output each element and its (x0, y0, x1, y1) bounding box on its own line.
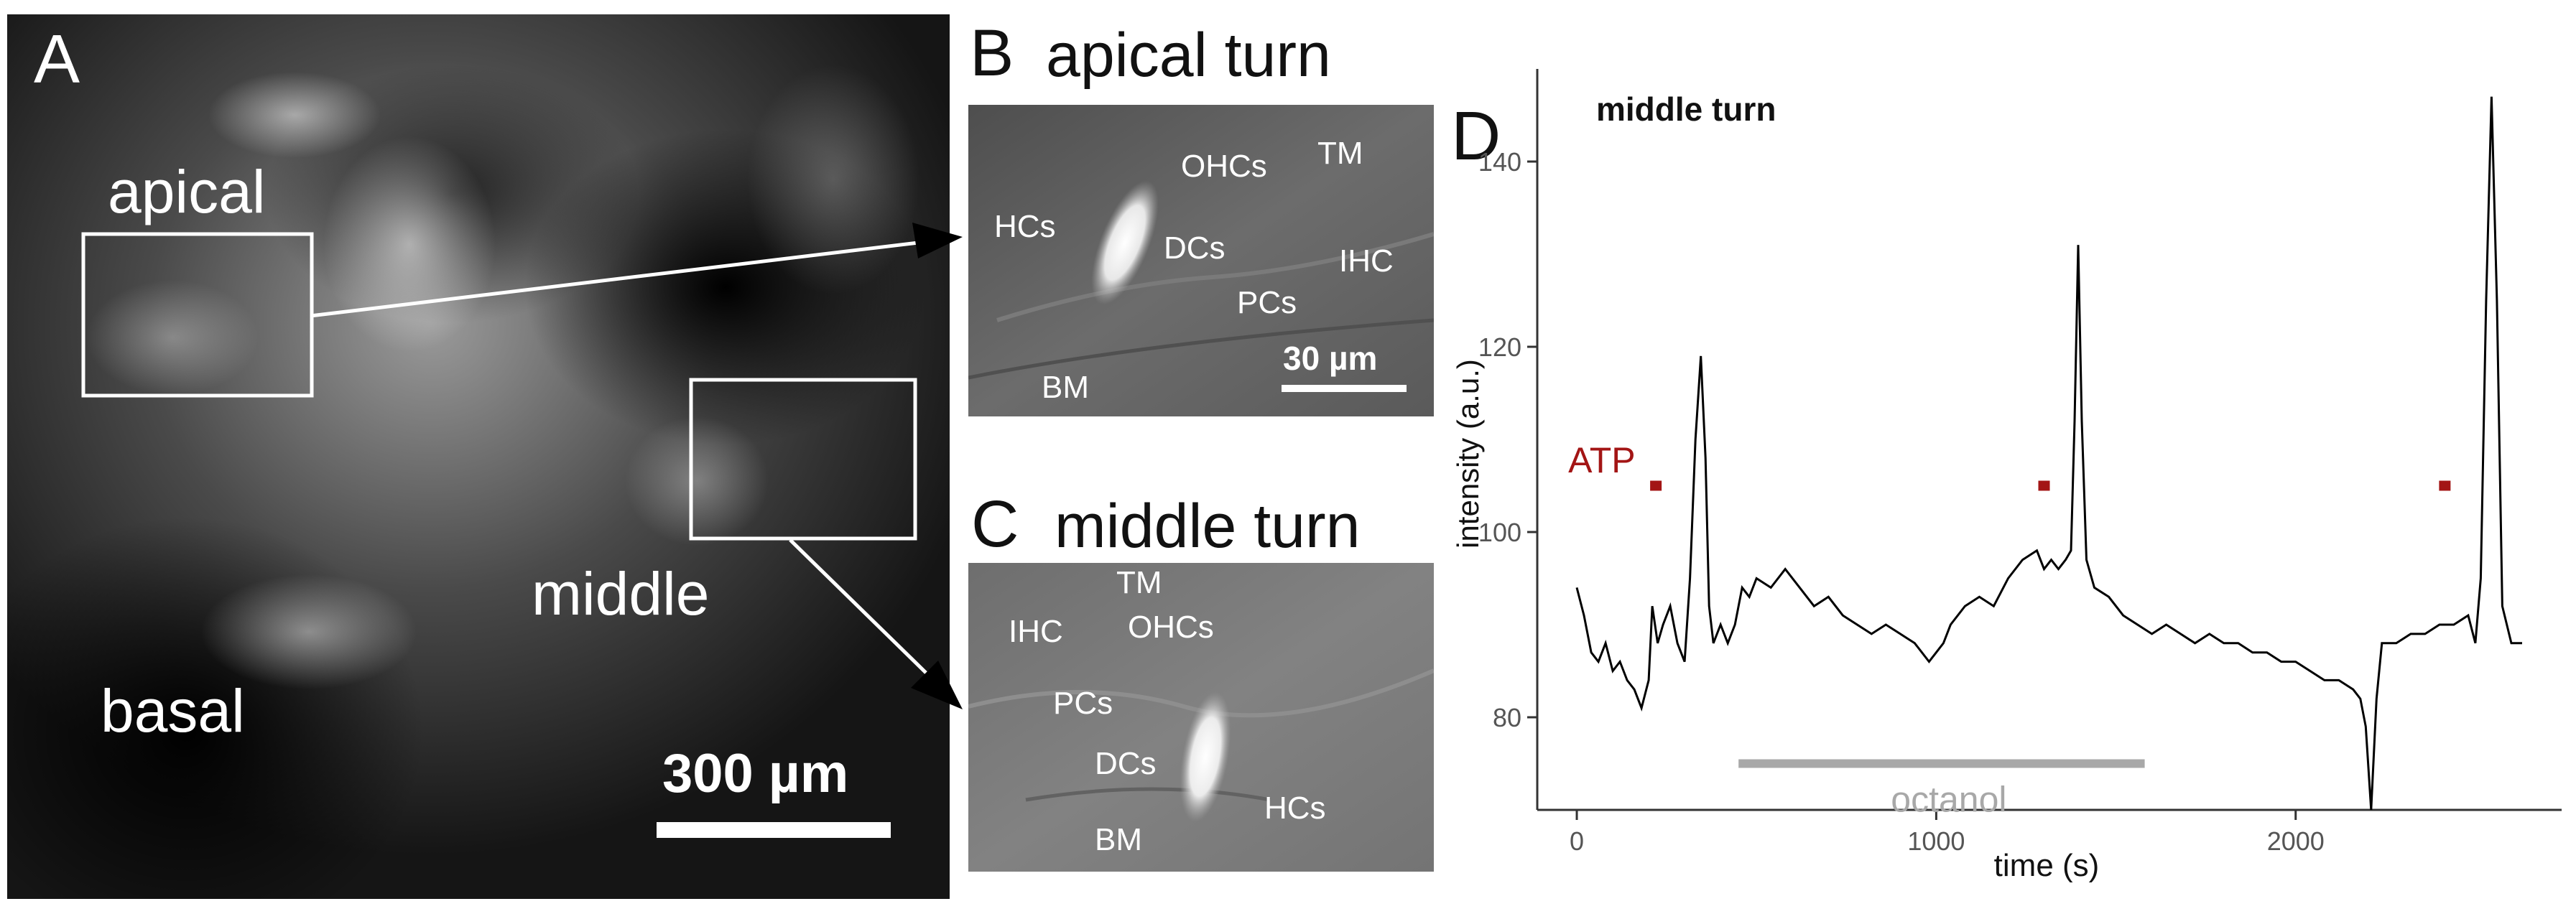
panel-c-letter: C (971, 488, 1019, 561)
y-tick-label: 140 (1478, 147, 1521, 177)
atp-group: ATP (1568, 440, 2451, 491)
panel-b-title: apical turn (1046, 21, 1331, 90)
scale-label-a: 300 µm (662, 743, 849, 804)
c-dcs-label: DCs (1095, 746, 1157, 781)
panel-c: TM IHC OHCs PCs DCs HCs BM (968, 563, 1434, 872)
b-bm-label: BM (1042, 370, 1089, 405)
panel-c-image (968, 563, 1434, 872)
y-ticks: 80 100 120 140 (1478, 147, 1537, 732)
c-bm-label: BM (1095, 822, 1142, 857)
panel-c-title: middle turn (1055, 492, 1361, 561)
c-tm-label: TM (1116, 565, 1162, 600)
b-hcs-label: HCs (994, 209, 1056, 244)
y-tick-label: 80 (1493, 703, 1521, 732)
c-pcs-label: PCs (1053, 686, 1113, 721)
chart-title: middle turn (1596, 90, 1776, 128)
x-tick-label: 2000 (2267, 826, 2325, 856)
c-hcs-label: HCs (1264, 791, 1326, 826)
y-tick-label: 120 (1478, 332, 1521, 362)
c-ohcs-label: OHCs (1128, 610, 1214, 645)
apical-label: apical (108, 158, 266, 225)
panel-b-letter: B (970, 17, 1014, 90)
x-axis-title: time (s) (1994, 848, 2100, 883)
panel-b-image (968, 105, 1434, 416)
trace-line (1575, 96, 2522, 811)
x-tick-label: 0 (1570, 826, 1584, 856)
atp-marker (2439, 480, 2451, 491)
panel-d-letter: D (1451, 98, 1501, 174)
octanol-group: octanol (1738, 759, 2145, 820)
c-ihc-label: IHC (1009, 614, 1063, 649)
b-ohcs-label: OHCs (1181, 149, 1267, 184)
b-ihc-label: IHC (1339, 243, 1394, 279)
b-tm-label: TM (1317, 136, 1363, 171)
middle-label: middle (532, 560, 710, 628)
x-ticks: 0 1000 2000 (1570, 810, 2325, 856)
atp-label: ATP (1568, 440, 1636, 480)
b-scale-label: 30 µm (1283, 340, 1378, 377)
octanol-label: octanol (1891, 780, 2006, 820)
panel-a-letter: A (34, 21, 80, 98)
basal-label: basal (101, 677, 245, 745)
x-tick-label: 1000 (1907, 826, 1965, 856)
b-pcs-label: PCs (1237, 285, 1297, 320)
y-axis-title: intensity (a.u.) (1451, 359, 1485, 549)
y-tick-label: 100 (1478, 518, 1521, 547)
b-dcs-label: DCs (1164, 230, 1226, 266)
panel-b: OHCs TM HCs DCs IHC PCs BM 30 µm (968, 105, 1434, 416)
atp-marker (2038, 480, 2050, 491)
atp-marker (1650, 480, 1662, 491)
